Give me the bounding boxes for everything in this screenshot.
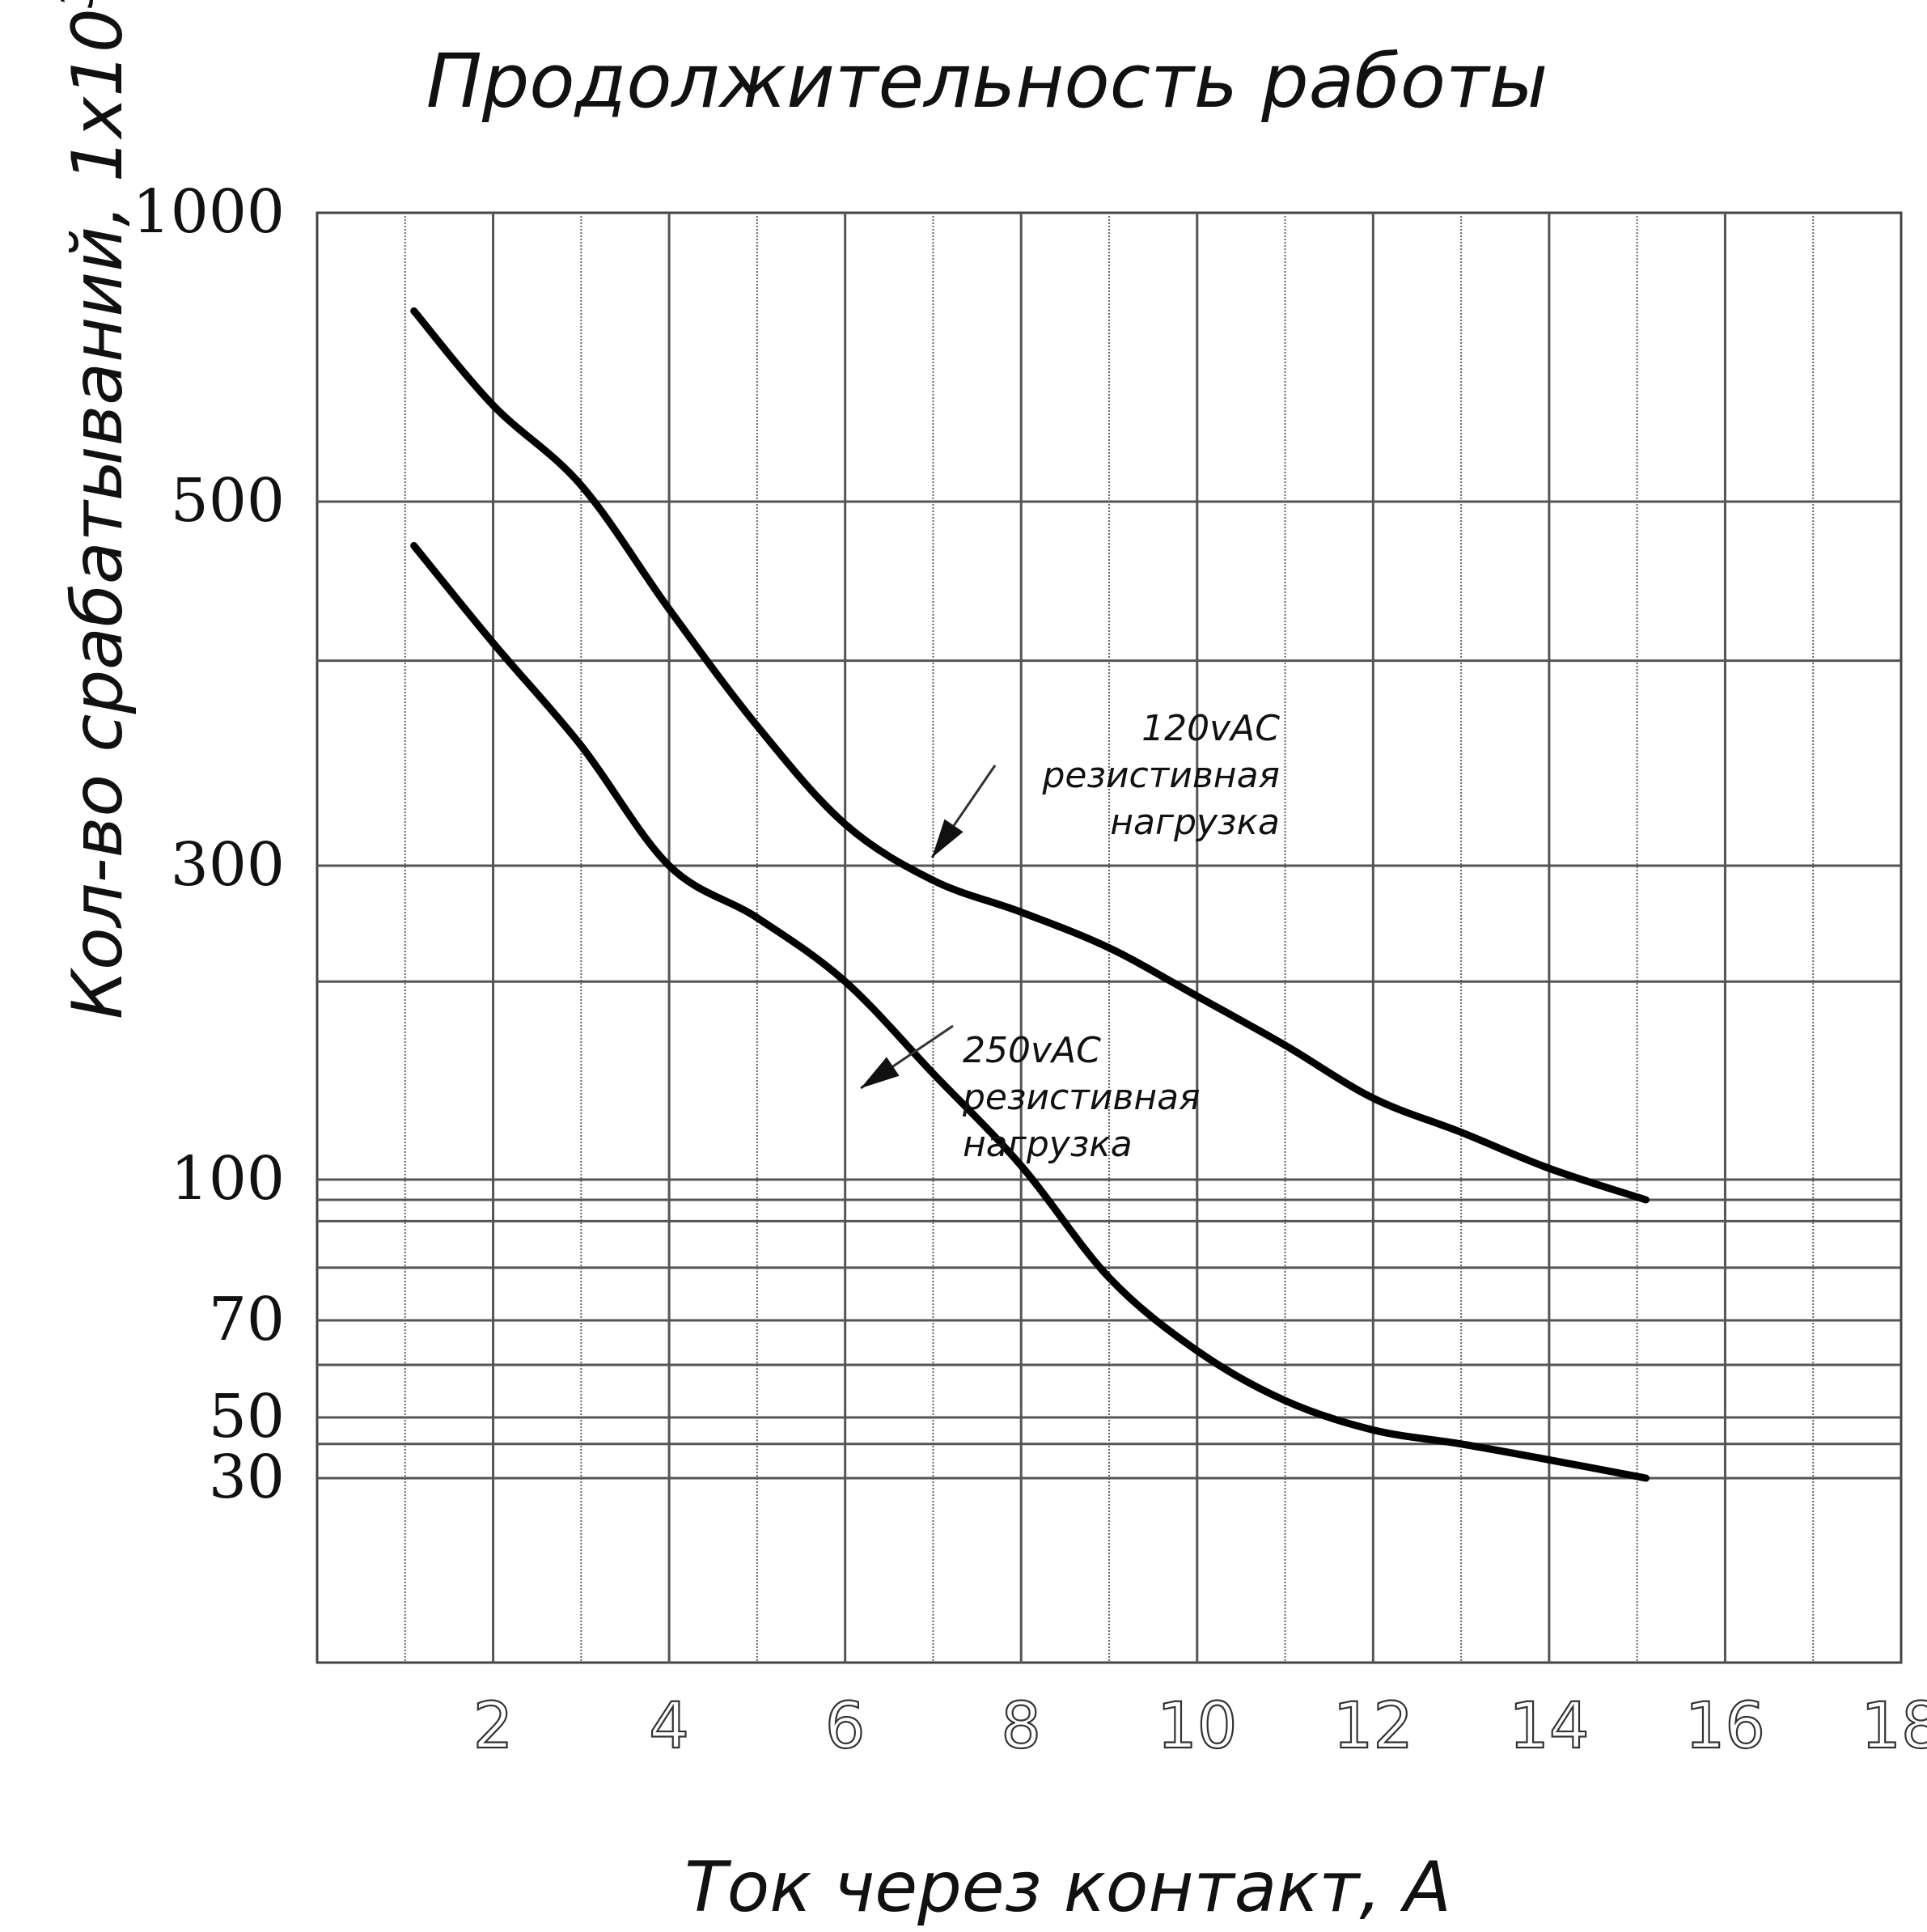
y-tick-label: 50 [209,1382,285,1451]
y-tick-label: 300 [171,830,285,900]
series-2-arrow-head [861,1057,900,1088]
plot-grid [316,211,1903,1664]
series-1-annotation-line: 120vAC [1141,708,1280,749]
x-tick-label: 16 [1685,1690,1765,1763]
y-tick-label: 1000 [133,177,285,247]
x-tick-label: 18 [1861,1690,1927,1763]
series-1-arrow-head [932,819,964,858]
series-1-line [410,307,1650,1204]
x-axis-ticks: 2 4 6 8 10 12 14 16 18 [472,1689,1927,1764]
y-tick-label: 70 [209,1285,285,1354]
series-1-annotation-line: резистивная [1041,755,1280,796]
series-2-annotation-line: нагрузка [963,1124,1133,1165]
plot-curves [410,307,1650,1482]
x-tick-label: 12 [1333,1690,1413,1763]
y-tick-label: 30 [209,1443,285,1512]
x-tick-label: 4 [649,1690,689,1763]
x-tick-label: 10 [1157,1690,1237,1763]
series-2-annotation-line: резистивная [962,1077,1201,1118]
curve-annotations: 120vAC резистивная нагрузка 250vAC резистивн… [860,708,1280,1165]
x-tick-label: 6 [825,1690,866,1763]
y-axis-title-superscript: 3 [52,0,103,8]
series-2-annotation-line: 250vAC [963,1030,1101,1071]
x-tick-label: 2 [473,1690,514,1763]
y-tick-label: 100 [171,1144,285,1214]
chart-title: Продолжительность работы [426,38,1548,125]
x-tick-label: 8 [1001,1690,1041,1763]
series-1-annotation-line: нагрузка [1110,802,1280,843]
series-2-line [410,542,1650,1482]
y-axis-title: Кол-во срабатываний, 1x103 [52,0,138,1019]
x-axis-title: Ток через контакт, А [684,1847,1451,1928]
y-tick-label: 500 [171,466,285,536]
x-tick-label: 14 [1509,1690,1589,1763]
y-axis-title-text: Кол-во срабатываний, 1x10 [57,8,138,1019]
